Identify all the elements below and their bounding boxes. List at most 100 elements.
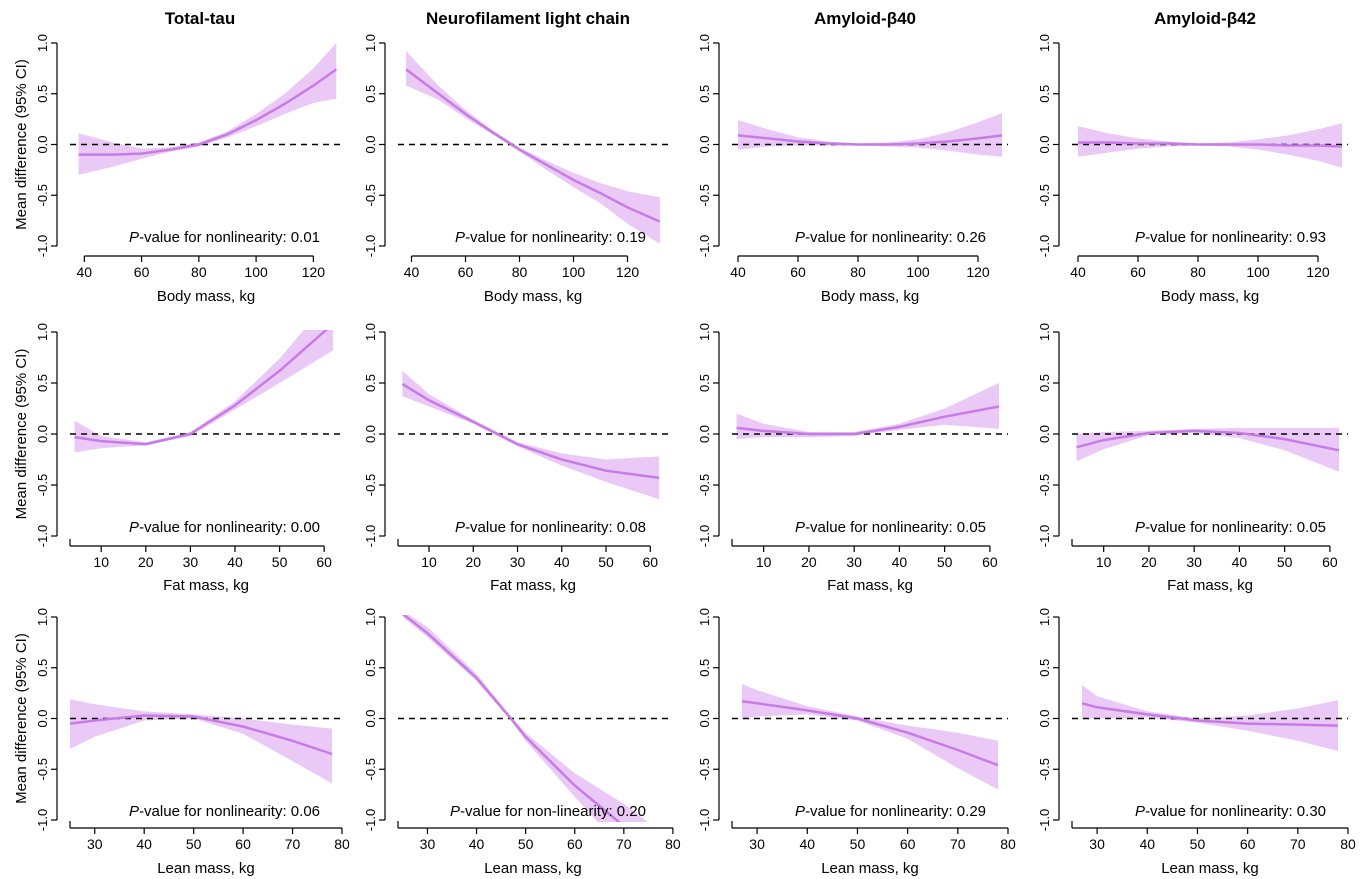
x-tick-label: 50: [850, 836, 866, 852]
y-tick-label: 0.0: [363, 709, 378, 727]
p-value-text: -value for nonlinearity: 0.08: [465, 519, 646, 536]
x-tick-label: 120: [1306, 264, 1330, 280]
panel-8: 1.0 0.5 0.0 -0.5 -1.0 10 20 30 40 50 60 Fat mass, k…: [1037, 323, 1348, 594]
y-tick-label: 0.5: [35, 374, 50, 392]
y-tick-label: -1.0: [1037, 525, 1052, 547]
p-value-letter: P: [450, 803, 460, 820]
panel-6: 1.0 0.5 0.0 -0.5 -1.0 10 20 30 40 50 60 Fat mass, k…: [363, 323, 668, 594]
estimate-line: [402, 615, 621, 822]
confidence-band: [78, 43, 337, 175]
p-value-text: -value for nonlinearity: 0.30: [1145, 803, 1326, 820]
y-tick-label: 0.0: [1037, 135, 1052, 153]
x-axis-label: Fat mass, kg: [827, 577, 913, 594]
p-value-letter: P: [1135, 519, 1145, 536]
p-value-letter: P: [795, 229, 805, 246]
x-tick-label: 70: [1290, 836, 1306, 852]
x-tick-label: 60: [1240, 836, 1256, 852]
x-axis-label: Lean mass, kg: [821, 860, 919, 877]
x-tick-label: 30: [183, 554, 199, 570]
confidence-band: [70, 699, 333, 784]
x-tick-label: 10: [421, 554, 437, 570]
x-tick-label: 80: [191, 264, 207, 280]
estimate-line: [736, 405, 1000, 436]
y-tick-label: 1.0: [363, 323, 378, 341]
panel-10: 1.0 0.5 0.0 -0.5 -1.0 30 40 50 60 70 80 Lean mass, …: [363, 608, 681, 877]
y-tick-label: 1.0: [697, 608, 712, 626]
x-tick-label: 80: [512, 264, 528, 280]
x-tick-label: 40: [554, 554, 570, 570]
y-tick-label: 0.0: [697, 425, 712, 443]
y-tick-label: -1.0: [35, 809, 50, 831]
y-tick-label: 0.5: [697, 374, 712, 392]
panel-12: 1.0 0.5 0.0 -0.5 -1.0 30 40 50 60 70 80 Lean mass, …: [1037, 608, 1356, 877]
y-tick-label: 0.5: [363, 659, 378, 677]
y-tick-label: 0.0: [35, 709, 50, 727]
p-value-annotation: P-value for nonlinearity: 0.19: [455, 229, 646, 246]
panel-5: 1.0 0.5 0.0 -0.5 -1.0 10 20 30 40 50 60 Fat mass, k…: [13, 323, 342, 594]
x-tick-label: 30: [420, 836, 436, 852]
x-tick-label: 40: [1232, 554, 1248, 570]
y-tick-label: 0.0: [363, 425, 378, 443]
p-value-text: -value for nonlinearity: 0.93: [1145, 229, 1326, 246]
panel-4: 1.0 0.5 0.0 -0.5 -1.0 40 60 80 100 120 Body mass, …: [1037, 34, 1348, 305]
y-tick-label: 1.0: [1037, 34, 1052, 52]
p-value-letter: P: [455, 519, 465, 536]
x-tick-label: 100: [906, 264, 930, 280]
x-tick-label: 60: [790, 264, 806, 280]
y-tick-label: -0.5: [35, 474, 50, 496]
column-title-3: Amyloid-β40: [814, 9, 916, 28]
y-tick-label: -1.0: [697, 235, 712, 257]
x-tick-label: 30: [846, 554, 862, 570]
y-tick-label: -0.5: [1037, 474, 1052, 496]
y-tick-label: 0.0: [363, 135, 378, 153]
y-tick-label: 0.5: [363, 85, 378, 103]
x-tick-label: 100: [1246, 264, 1270, 280]
panel-3: 1.0 0.5 0.0 -0.5 -1.0 40 60 80 100 120 Body mass, …: [697, 34, 1008, 305]
p-value-annotation: P-value for nonlinearity: 0.26: [795, 229, 986, 246]
estimate-line: [1076, 429, 1340, 452]
confidence-band: [406, 51, 660, 244]
p-value-annotation: P-value for nonlinearity: 0.06: [129, 803, 320, 820]
y-tick-label: -0.5: [1037, 758, 1052, 780]
y-tick-label: -1.0: [35, 235, 50, 257]
panel-1: 1.0 0.5 0.0 -0.5 -1.0 40 60 80 100 120 Body mass, …: [13, 34, 342, 305]
y-tick-label: 0.0: [1037, 709, 1052, 727]
p-value-letter: P: [129, 229, 139, 246]
y-tick-label: 0.5: [1037, 374, 1052, 392]
y-tick-label: -1.0: [697, 525, 712, 547]
y-tick-label: 0.0: [35, 135, 50, 153]
p-value-annotation: P-value for nonlinearity: 0.05: [795, 519, 986, 536]
x-tick-label: 120: [302, 264, 326, 280]
p-value-annotation: P-value for nonlinearity: 0.00: [129, 519, 320, 536]
x-tick-label: 60: [1130, 264, 1146, 280]
x-tick-label: 60: [982, 554, 998, 570]
estimate-line: [401, 382, 660, 480]
y-tick-label: -0.5: [697, 758, 712, 780]
p-value-annotation: P-value for nonlinearity: 0.93: [1135, 229, 1326, 246]
p-value-annotation: P-value for nonlinearity: 0.01: [129, 229, 320, 246]
p-value-text: -value for nonlinearity: 0.19: [465, 229, 646, 246]
y-tick-label: 1.0: [697, 323, 712, 341]
x-tick-label: 50: [186, 836, 202, 852]
x-tick-label: 30: [749, 836, 765, 852]
column-title-1: Total-tau: [165, 9, 236, 28]
x-axis-label: Body mass, kg: [157, 288, 255, 305]
confidence-band: [1076, 427, 1339, 472]
estimate-line: [405, 68, 661, 223]
x-tick-label: 30: [1186, 554, 1202, 570]
estimate-line: [74, 330, 328, 446]
p-value-text: -value for nonlinearity: 0.05: [1145, 519, 1326, 536]
y-tick-label: 1.0: [363, 34, 378, 52]
panels-container: 1.0 0.5 0.0 -0.5 -1.0 40 60 80 100 120 Body mass, …: [13, 34, 1356, 877]
p-value-letter: P: [795, 519, 805, 536]
x-tick-label: 50: [937, 554, 953, 570]
p-value-annotation: P-value for non-linearity: 0.20: [450, 803, 646, 820]
y-tick-label: -0.5: [1037, 184, 1052, 206]
x-tick-label: 60: [458, 264, 474, 280]
y-tick-label: 1.0: [363, 608, 378, 626]
x-tick-label: 60: [567, 836, 583, 852]
confidence-band: [742, 684, 998, 790]
y-tick-label: 0.5: [1037, 659, 1052, 677]
y-tick-label: -0.5: [697, 474, 712, 496]
